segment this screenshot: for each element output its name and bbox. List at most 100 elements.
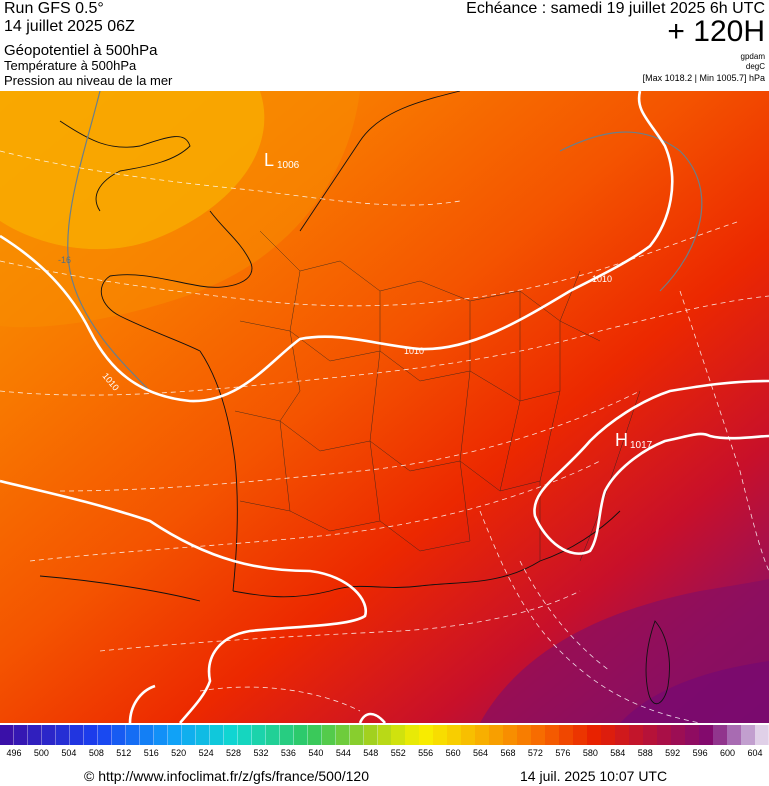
pressure-min-max: [Max 1018.2 | Min 1005.7] hPa: [642, 73, 765, 83]
color-swatch: [601, 725, 616, 745]
color-swatch: [699, 725, 714, 745]
color-swatch: [531, 725, 546, 745]
color-swatch: [447, 725, 462, 745]
generated-timestamp: 14 juil. 2025 10:07 UTC: [520, 768, 668, 784]
color-swatch: [405, 725, 420, 745]
high-pressure-letter: H: [615, 430, 628, 450]
low-pressure-value: 1006: [277, 160, 300, 171]
scale-tick-label: 572: [527, 748, 543, 758]
color-swatch: [0, 725, 15, 745]
color-swatch: [293, 725, 309, 745]
color-swatch: [97, 725, 113, 745]
color-swatch: [83, 725, 99, 745]
credit-url: © http://www.infoclimat.fr/z/gfs/france/…: [84, 768, 369, 784]
scale-tick-label: 500: [33, 748, 49, 758]
color-swatch: [125, 725, 141, 745]
scale-tick-label: 576: [555, 748, 571, 758]
high-pressure-value: 1017: [630, 440, 653, 451]
color-swatch: [517, 725, 532, 745]
parameter-geopotential: Géopotentiel à 500hPa: [4, 42, 158, 59]
color-swatch: [13, 725, 29, 745]
color-swatch: [111, 725, 127, 745]
color-swatch: [251, 725, 267, 745]
color-swatch: [181, 725, 197, 745]
color-swatch: [265, 725, 281, 745]
unit-temperature: degC: [745, 62, 765, 71]
weather-map: L 1006 H 1017 1010 1010 1010 -16: [0, 91, 769, 723]
isotherm-label: -16: [58, 255, 71, 265]
color-swatch: [657, 725, 672, 745]
scale-tick-label: 532: [253, 748, 269, 758]
color-swatch: [727, 725, 742, 745]
forecast-offset: + 120H: [667, 15, 765, 48]
scale-tick-label: 508: [88, 748, 104, 758]
color-swatch: [671, 725, 686, 745]
scale-tick-label: 560: [445, 748, 461, 758]
low-pressure-letter: L: [264, 150, 274, 170]
color-swatch: [69, 725, 85, 745]
color-swatch: [195, 725, 211, 745]
corsica-outline: [645, 620, 670, 704]
forecast-valid-time: Echéance : samedi 19 juillet 2025 6h UTC: [466, 0, 765, 17]
isobars: [0, 91, 769, 723]
color-swatch: [27, 725, 43, 745]
color-swatch: [587, 725, 602, 745]
color-swatch: [321, 725, 337, 745]
scale-tick-label: 592: [665, 748, 681, 758]
color-swatch: [545, 725, 560, 745]
color-swatch: [41, 725, 57, 745]
color-swatch: [139, 725, 155, 745]
scale-tick-label: 524: [198, 748, 214, 758]
isotherm-line: [559, 131, 703, 292]
parameter-temperature: Température à 500hPa: [4, 58, 137, 73]
color-swatch: [363, 725, 378, 745]
color-swatch: [433, 725, 448, 745]
color-swatch: [475, 725, 490, 745]
scale-tick-label: 528: [226, 748, 242, 758]
geopotential-band: [620, 661, 769, 723]
color-swatch: [419, 725, 434, 745]
geopotential-band: [0, 91, 265, 250]
color-swatch: [461, 725, 476, 745]
scale-tick-label: 496: [6, 748, 22, 758]
isobar-label: 1010: [404, 346, 424, 356]
scale-tick-label: 564: [473, 748, 489, 758]
color-swatch: [167, 725, 183, 745]
scale-tick-label: 512: [116, 748, 132, 758]
unit-geopotential: gpdam: [740, 52, 765, 61]
isobar-label: 1010: [592, 274, 612, 284]
parameter-pressure: Pression au niveau de la mer: [4, 73, 173, 88]
coastline: [39, 91, 621, 602]
color-swatch: [223, 725, 239, 745]
temperature-contours: [0, 150, 769, 723]
color-swatch: [559, 725, 574, 745]
scale-tick-label: 580: [582, 748, 598, 758]
isotherm-line: [67, 91, 151, 392]
color-swatch: [643, 725, 658, 745]
region-borders: [234, 230, 641, 562]
run-date: 14 juillet 2025 06Z: [4, 18, 135, 35]
scale-tick-label: 516: [143, 748, 159, 758]
color-swatch: [279, 725, 295, 745]
scale-tick-label: 596: [692, 748, 708, 758]
color-swatch: [349, 725, 364, 745]
color-swatch: [335, 725, 351, 745]
color-swatch: [573, 725, 588, 745]
scale-tick-label: 556: [418, 748, 434, 758]
geopotential-band: [0, 91, 360, 328]
color-swatch: [615, 725, 630, 745]
scale-tick-label: 540: [308, 748, 324, 758]
color-swatch: [755, 725, 769, 745]
color-swatch: [741, 725, 756, 745]
scale-tick-label: 536: [280, 748, 296, 758]
scale-tick-label: 604: [747, 748, 763, 758]
color-scale: [0, 725, 769, 745]
color-scale-labels: 496 500 504 508 512 516 520 524 528 532 536 540 544 5…: [0, 748, 769, 762]
scale-tick-label: 520: [171, 748, 187, 758]
color-swatch: [153, 725, 169, 745]
scale-tick-label: 504: [61, 748, 77, 758]
color-swatch: [713, 725, 728, 745]
scale-tick-label: 548: [363, 748, 379, 758]
scale-tick-label: 568: [500, 748, 516, 758]
run-title: Run GFS 0.5°: [4, 0, 104, 17]
